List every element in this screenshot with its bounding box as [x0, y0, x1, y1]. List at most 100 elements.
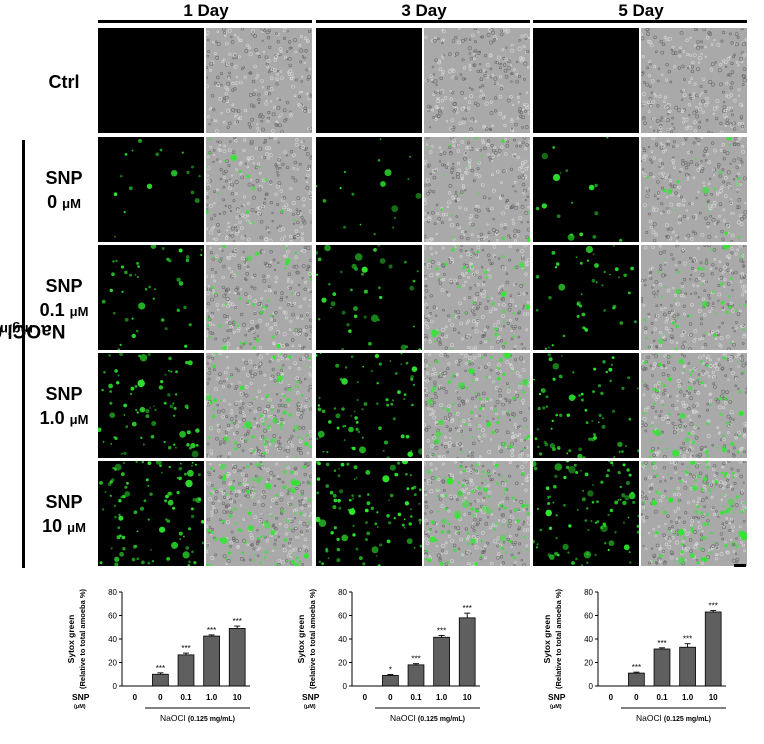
brightfield-image-r4-c2: [206, 353, 312, 458]
fluorescence-image-r5-c1: [98, 461, 204, 566]
fluorescence-image-r2-c5: [533, 137, 639, 242]
y-tick-label: 40: [338, 635, 347, 644]
row-label-snp-0.1-value: 0.1: [39, 300, 65, 320]
scale-bar: [734, 564, 746, 567]
naocl-label-main: NaOCl: [390, 713, 418, 723]
y-axis-label-sub: (Relative to total amoeba %): [78, 588, 87, 689]
brightfield-image-r1-c2: [206, 28, 312, 133]
x-tick-label: 1.0: [436, 693, 448, 702]
treatment-bracket: [22, 140, 25, 568]
snp-row-unit: (μM): [74, 704, 86, 710]
significance-label: ***: [411, 655, 420, 664]
fluorescence-image-r3-c1: [98, 245, 204, 350]
significance-label: ***: [683, 635, 692, 644]
day-header-5: 5 Day: [618, 1, 664, 20]
fluorescence-image-r4-c5: [533, 353, 639, 458]
significance-label: ***: [709, 602, 718, 611]
y-axis-label-sub: (Relative to total amoeba %): [554, 588, 563, 689]
brightfield-image-r5-c6: [641, 461, 747, 566]
y-tick-label: 20: [584, 659, 593, 668]
day-header-1: 1 Day: [183, 1, 229, 20]
fluorescence-image-r1-c3: [316, 28, 422, 133]
naocl-group-label: NaOCl (0.125 mg/mL): [390, 713, 465, 723]
brightfield-image-r5-c2: [206, 461, 312, 566]
significance-label: ***: [233, 617, 242, 626]
brightfield-image-r3-c4: [424, 245, 530, 350]
x-tick-label: 10: [463, 693, 472, 702]
fluorescence-image-r1-c5: [533, 28, 639, 133]
y-tick-label: 20: [338, 659, 347, 668]
row-label-snp-1.0-name: SNP: [45, 384, 83, 404]
x-tick-label: 0: [388, 693, 393, 702]
brightfield-image-r3-c6: [641, 245, 747, 350]
row-label-ctrl: Ctrl: [30, 70, 98, 94]
x-tick-label: 0: [133, 693, 138, 702]
row-label-snp-1.0-unit: μM: [69, 412, 89, 427]
row-label-snp-0-unit: μM: [62, 196, 81, 211]
y-tick-label: 0: [589, 682, 594, 691]
y-tick-label: 80: [108, 588, 117, 597]
significance-label: ***: [657, 639, 666, 648]
y-tick-label: 60: [338, 612, 347, 621]
bar: [152, 673, 169, 687]
naocl-group-label: NaOCl (0.125 mg/mL): [160, 713, 235, 723]
x-tick-label: 0.1: [410, 693, 422, 702]
y-axis-label: Sytox green: [66, 615, 76, 664]
y-tick-label: 40: [108, 635, 117, 644]
significance-label: ***: [632, 663, 641, 672]
snp-row-label: SNP: [72, 692, 90, 702]
y-axis-label: Sytox green: [296, 615, 306, 664]
row-label-snp-0-name: SNP: [45, 168, 83, 188]
brightfield-image-r2-c2: [206, 137, 312, 242]
naocl-group-label: NaOCl (0.125 mg/mL): [636, 713, 711, 723]
y-axis-label: Sytox green: [542, 615, 552, 664]
brightfield-image-r1-c4: [424, 28, 530, 133]
fluorescence-image-r5-c3: [316, 461, 422, 566]
row-label-snp-10: SNP 10 μM: [30, 490, 98, 540]
x-tick-label: 0: [158, 693, 163, 702]
fluorescence-image-r5-c5: [533, 461, 639, 566]
snp-row-unit: (μM): [304, 704, 316, 710]
row-label-snp-10-value: 10: [42, 516, 63, 536]
snp-row-label: SNP: [548, 692, 566, 702]
naocl-label-unit: (0.125 mg/mL): [664, 716, 711, 723]
significance-label: ***: [181, 644, 190, 653]
bar: [433, 636, 450, 687]
y-tick-label: 60: [584, 612, 593, 621]
row-label-snp-0.1-name: SNP: [45, 276, 83, 296]
x-tick-label: 10: [709, 693, 718, 702]
x-tick-label: 0: [634, 693, 639, 702]
bar: [177, 654, 195, 687]
day-bar-3: [316, 20, 530, 23]
bar: [382, 675, 399, 687]
x-tick-label: 1.0: [682, 693, 694, 702]
significance-label: ***: [156, 664, 165, 673]
naocl-label-main: NaOCl: [160, 713, 188, 723]
y-tick-label: 0: [113, 682, 118, 691]
micrograph-grid: [98, 28, 748, 570]
significance-label: *: [389, 665, 392, 674]
brightfield-image-r4-c4: [424, 353, 530, 458]
x-tick-label: 0: [363, 693, 368, 702]
bar: [203, 635, 220, 687]
row-label-snp-0: SNP 0 μM: [30, 166, 98, 216]
x-tick-label: 1.0: [206, 693, 218, 702]
x-tick-label: 0.1: [180, 693, 192, 702]
x-tick-label: 0.1: [656, 693, 668, 702]
x-tick-label: 0: [609, 693, 614, 702]
bar-chart-day-5: Sytox green (Relative to total amoeba %) 0…: [542, 588, 726, 723]
y-tick-label: 40: [584, 635, 593, 644]
x-tick-label: 10: [233, 693, 242, 702]
brightfield-image-r3-c2: [206, 245, 312, 350]
y-tick-label: 80: [584, 588, 593, 597]
y-tick-label: 0: [343, 682, 348, 691]
y-tick-label: 20: [108, 659, 117, 668]
snp-row-label: SNP: [302, 692, 320, 702]
significance-label: ***: [437, 626, 446, 635]
brightfield-image-r2-c4: [424, 137, 530, 242]
row-label-snp-10-dose: 10 μM: [30, 514, 98, 540]
y-axis-label-sub: (Relative to total amoeba %): [308, 588, 317, 689]
day-header-3: 3 Day: [401, 1, 447, 20]
row-label-snp-10-name: SNP: [45, 492, 83, 512]
bar: [653, 648, 671, 687]
